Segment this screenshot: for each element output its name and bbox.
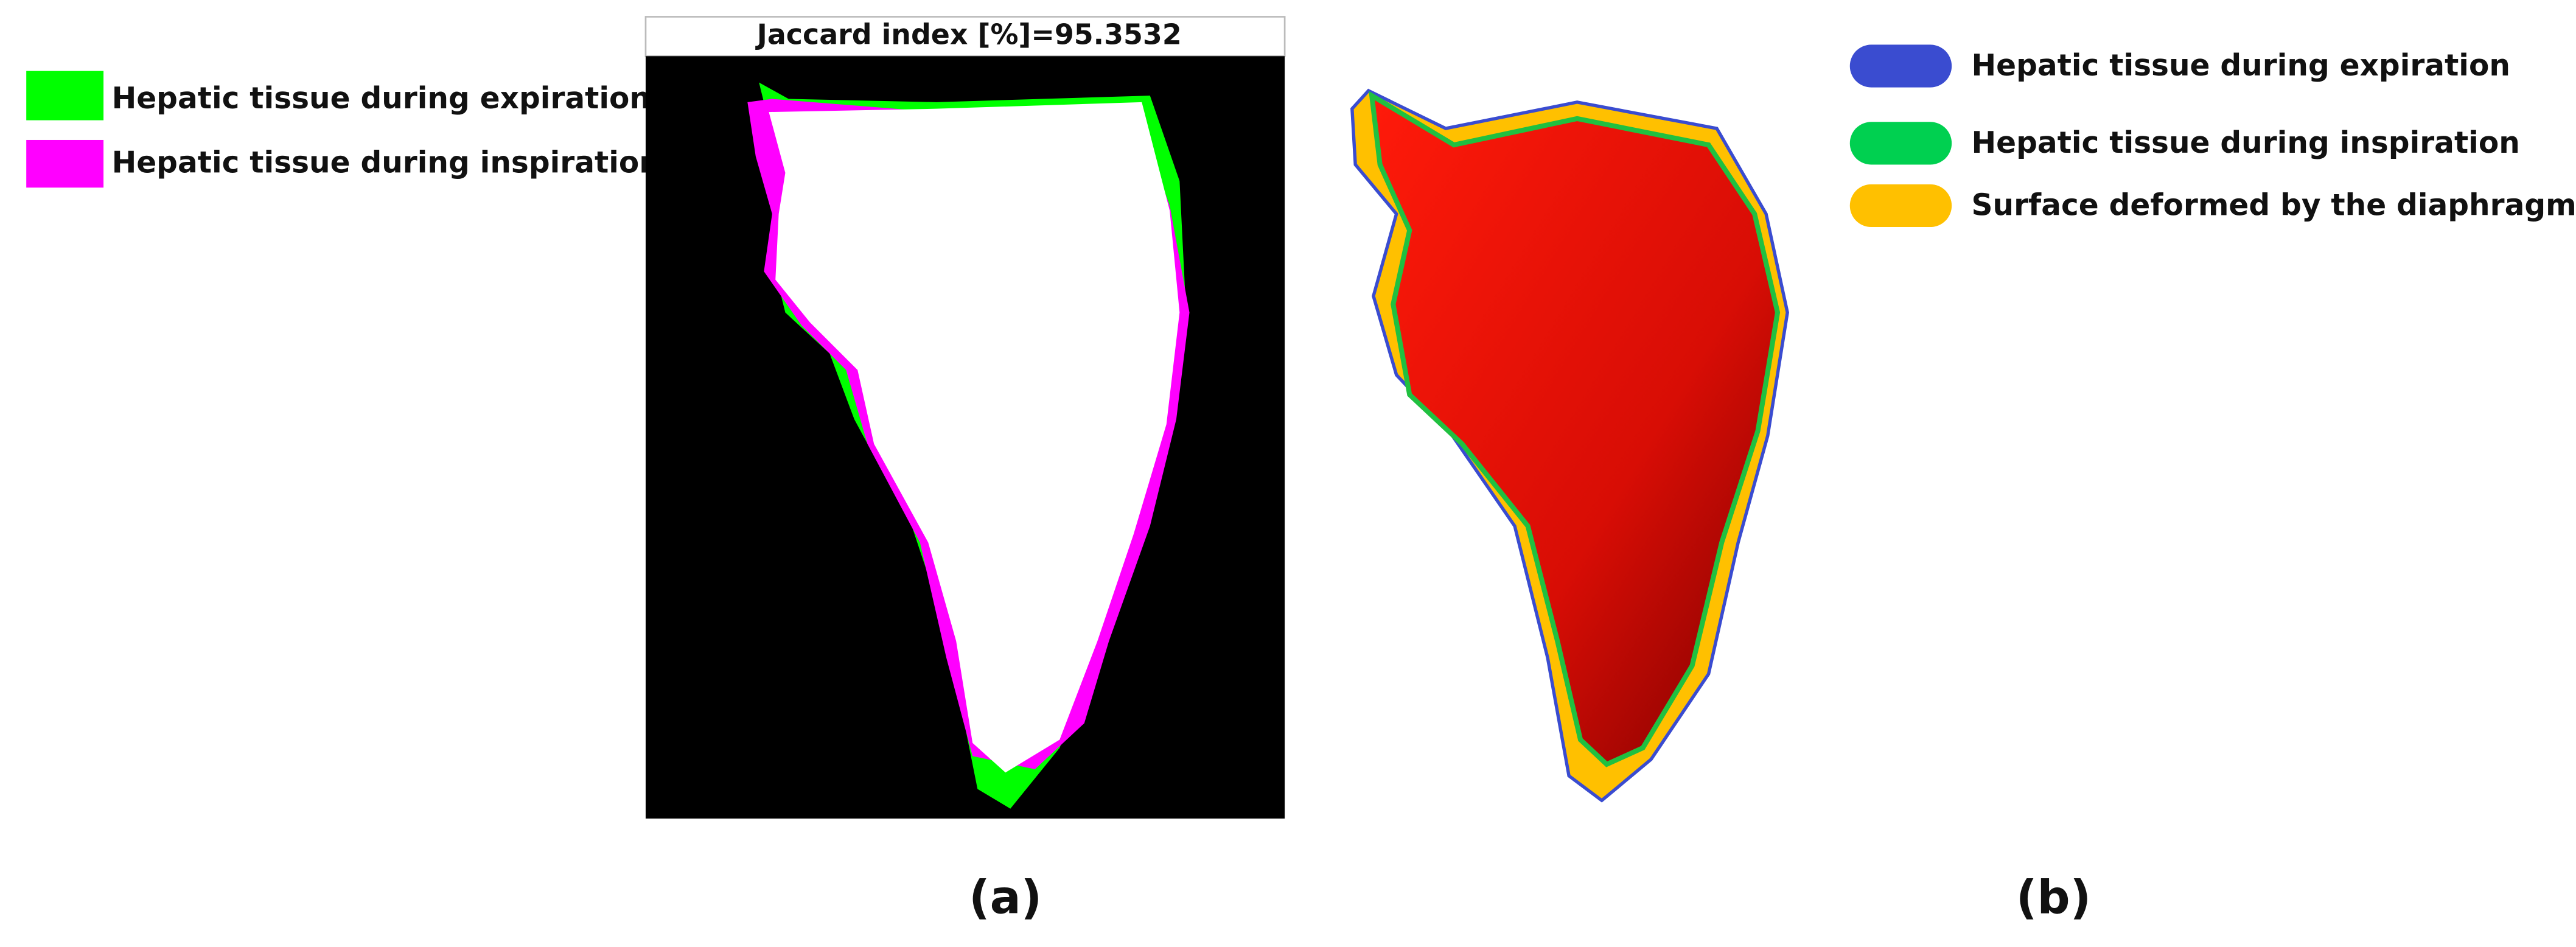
legend-label: Hepatic tissue during inspiration [112, 145, 660, 180]
legend-label: Hepatic tissue during expiration [1972, 49, 2510, 83]
legend-label: Hepatic tissue during expiration [112, 82, 651, 116]
legend-label: Surface deformed by the diaphragm [1972, 189, 2576, 223]
panel-label: (b) [2016, 870, 2091, 924]
legend-label: Hepatic tissue during inspiration [1972, 126, 2520, 160]
legend-swatch [1849, 122, 1952, 165]
inspiration-surface [1369, 91, 1781, 767]
overlap-region [769, 102, 1180, 773]
legend-swatch [1849, 44, 1952, 88]
title-box [644, 16, 1286, 57]
panel-title: Jaccard index [%]=95.3532 [755, 18, 1182, 51]
legend-swatch [1849, 184, 1952, 228]
legend-swatch [26, 71, 104, 121]
panel-label: (a) [969, 870, 1042, 924]
legend-swatch [26, 139, 104, 188]
